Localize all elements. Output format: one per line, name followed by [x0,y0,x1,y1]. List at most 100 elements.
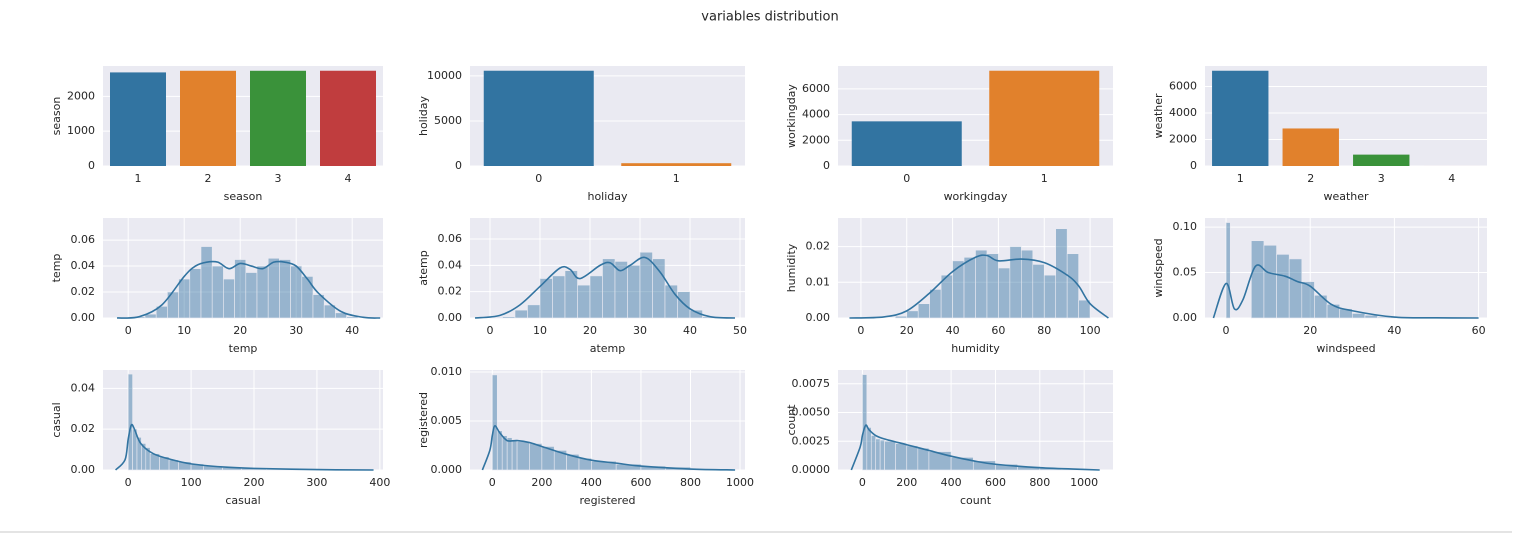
hist-bar [491,374,498,471]
y-tick-label: 0.02 [71,285,96,298]
hist-bar [862,374,868,471]
x-axis-label: humidity [951,342,1000,355]
y-axis-label: weather [1152,93,1165,139]
hist-bar [564,270,578,319]
hist-bar [894,315,908,319]
x-axis-label: weather [1323,190,1369,203]
y-tick-label: 0.0050 [792,406,831,419]
x-tick-label: 40 [946,324,960,337]
x-tick-label: 0 [125,324,132,337]
y-tick-label: 0.04 [71,381,96,394]
hist-bar [511,440,518,471]
hist-bar [998,267,1011,319]
x-tick-label: 80 [1037,324,1051,337]
hist-bar [866,427,872,471]
hist-bar [346,316,359,319]
hist-bar [577,284,591,319]
hist-bar [602,258,616,319]
subplot: 0.00 0.02 0.04 0.06 temp temp 0 10 20 30 40 [50,218,383,355]
y-tick-label: 0.0000 [792,463,831,476]
x-tick-label: 400 [581,476,602,489]
x-tick-label: 30 [289,324,303,337]
x-tick-label: 600 [630,476,651,489]
y-tick-label: 0.06 [438,232,463,245]
x-tick-label: 2 [1307,172,1314,185]
x-tick-label: 4 [1448,172,1455,185]
x-tick-label: 0 [903,172,910,185]
x-tick-label: 1 [135,172,142,185]
y-axis-label: windspeed [1152,238,1165,297]
x-tick-label: 400 [941,476,962,489]
subplot: 0.00 0.02 0.04 casual casual 0 100 200 300 400 [50,370,390,507]
y-tick-label: 0.02 [71,422,96,435]
x-tick-label: 3 [1378,172,1385,185]
hist-bar [200,246,213,319]
hist-bar [516,441,530,471]
hist-bar [884,440,896,471]
hist-bar [1288,258,1303,319]
kde-line [1212,264,1479,319]
hist-bar [906,445,919,471]
bar [320,70,376,166]
y-tick-label: 0.04 [438,258,463,271]
kde-line [849,254,1109,319]
hist-bar [514,309,528,319]
hist-bar [529,443,543,471]
hist-bar [1032,264,1045,319]
x-tick-label: 60 [991,324,1005,337]
hist-bar [301,276,314,319]
hist-bar [1352,313,1366,319]
hist-bar [1263,244,1277,319]
subplot: 0.000 0.005 0.010 registered registered 0 200 4… [417,365,754,507]
y-tick-label: 0.005 [431,414,463,427]
y-tick-label: 0.06 [71,233,96,246]
bar [851,121,962,166]
y-axis-label: humidity [785,243,798,292]
bar [483,70,594,166]
hist-bar [290,265,303,319]
x-tick-label: 20 [900,324,914,337]
x-tick-label: 600 [985,476,1006,489]
x-axis-label: registered [580,494,636,507]
x-tick-label: 30 [633,324,647,337]
x-axis-label: atemp [590,342,626,355]
hist-bar [1326,304,1340,319]
hist-bar [506,437,513,471]
plot-area [103,218,383,318]
hist-bar [256,265,269,319]
hist-bar [895,443,908,471]
y-tick-label: 2000 [802,133,830,146]
subplot: 0 5000 10000 holiday holiday 0 1 [417,66,745,203]
y-axis-label: temp [50,254,63,283]
hist-bar [1276,254,1290,319]
y-tick-label: 0.05 [1173,266,1198,279]
hist-bar [335,312,347,319]
x-tick-label: 100 [1080,324,1101,337]
x-tick-label: 0 [859,476,866,489]
x-axis-label: temp [229,342,258,355]
plot-area [470,218,745,318]
y-tick-label: 10000 [427,69,462,82]
subplot: 0.00 0.05 0.10 windspeed windspeed 0 20 40 60 [1152,218,1487,355]
hist-bar [963,256,976,319]
x-axis-label: windspeed [1316,342,1375,355]
y-tick-label: 6000 [802,82,830,95]
x-tick-label: 10 [533,324,547,337]
hist-bar [1078,299,1091,319]
bar [250,70,306,166]
hist-bar [502,316,516,319]
hist-bar [940,274,953,319]
bar [1282,128,1339,166]
hist-bar [1364,314,1378,319]
hist-bar [245,272,258,319]
y-tick-label: 0.01 [806,275,831,288]
hist-bar [527,304,541,319]
bar [180,70,236,166]
y-tick-label: 0 [88,159,95,172]
plot-area [470,370,745,470]
x-tick-label: 0 [857,324,864,337]
hist-bar [917,447,930,471]
y-axis-label: season [50,97,63,136]
x-tick-label: 1000 [726,476,754,489]
